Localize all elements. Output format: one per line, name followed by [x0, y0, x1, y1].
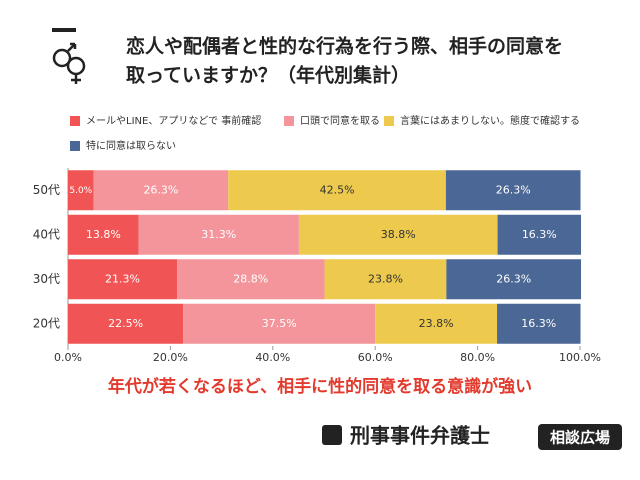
bar-segment [497, 303, 581, 344]
bar-segment [177, 259, 325, 300]
bar-segment [324, 259, 447, 300]
badge: 相談広場 [550, 429, 610, 447]
bar-segment [68, 303, 184, 344]
legend-label: メールやLINE、アプリなどで 事前確認 [86, 114, 261, 127]
y-tick-label: 40代 [33, 227, 60, 241]
value-label: 23.8% [368, 272, 403, 285]
legend-swatch [384, 116, 394, 126]
legend-swatch [284, 116, 294, 126]
bar-segment [375, 303, 498, 344]
bar-segment [68, 259, 178, 300]
value-label: 26.3% [496, 272, 531, 285]
value-label: 26.3% [496, 183, 531, 196]
bar-segment [183, 303, 376, 344]
chart-title: 取っていますか？（年代別集計） [126, 64, 410, 87]
value-label: 22.5% [108, 317, 143, 330]
bar-segment [446, 259, 582, 300]
value-label: 28.8% [233, 272, 268, 285]
x-tick-label: 40.0% [255, 351, 290, 364]
bar-segment [497, 214, 582, 255]
bar-segment [68, 170, 94, 211]
badge-box [538, 424, 622, 450]
value-label: 5.0% [69, 186, 92, 196]
legend-label: 特に同意は取らない [86, 139, 176, 152]
x-tick-label: 0.0% [54, 351, 82, 364]
value-label: 26.3% [143, 183, 178, 196]
legend-label: 口頭で同意を取る [300, 114, 380, 127]
value-label: 31.3% [201, 228, 236, 241]
icon-bar [52, 28, 76, 32]
value-label: 42.5% [320, 183, 355, 196]
chart-title: 恋人や配偶者と性的な行為を行う際、相手の同意を [126, 35, 563, 58]
y-tick-label: 50代 [33, 183, 60, 197]
logo-icon [322, 425, 342, 445]
legend-swatch [70, 141, 80, 151]
icon [52, 42, 86, 84]
bar-segment [298, 214, 498, 255]
y-tick-label: 30代 [33, 272, 60, 286]
bar-segment [228, 170, 446, 211]
value-label: 16.3% [522, 228, 557, 241]
value-label: 37.5% [262, 317, 297, 330]
x-tick-label: 80.0% [460, 351, 495, 364]
value-label: 13.8% [86, 228, 121, 241]
value-label: 21.3% [105, 272, 140, 285]
x-tick-label: 100.0% [559, 351, 601, 364]
bar-segment [445, 170, 581, 211]
value-label: 23.8% [419, 317, 454, 330]
x-tick-label: 20.0% [153, 351, 188, 364]
legend-swatch [70, 116, 80, 126]
legend-label: 言葉にはあまりしない。態度で確認する [400, 114, 580, 127]
bar-segment [138, 214, 299, 255]
brand: 刑事事件弁護士 [350, 424, 490, 448]
y-tick-label: 20代 [33, 316, 60, 330]
bar-segment [68, 214, 139, 255]
annotation: 年代が若くなるほど、相手に性的同意を取る意識が強い [108, 376, 532, 397]
bar-segment [93, 170, 229, 211]
value-label: 38.8% [381, 228, 416, 241]
value-label: 16.3% [521, 317, 556, 330]
x-tick-label: 60.0% [358, 351, 393, 364]
